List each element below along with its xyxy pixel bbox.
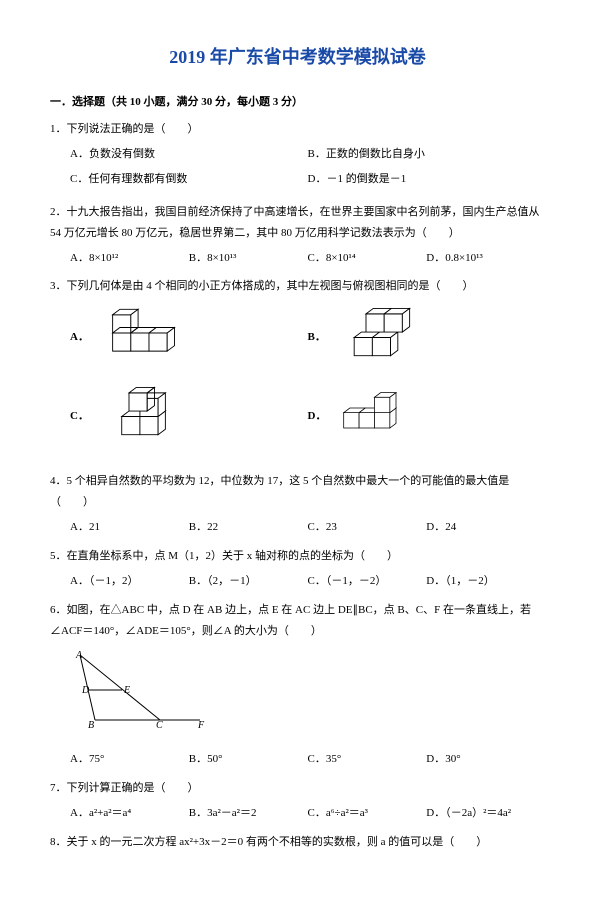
question-7: 7．下列计算正确的是（ ） A．a²+a²＝a⁴ B．3a²－a²＝2 C．a⁶… bbox=[50, 778, 545, 824]
q5-opt-d: D．（1，－2） bbox=[426, 571, 545, 592]
q2-opt-c: C．8×10¹⁴ bbox=[308, 248, 427, 269]
q6-opt-b: B．50° bbox=[189, 749, 308, 770]
q4-opt-b: B．22 bbox=[189, 517, 308, 538]
section-header: 一．选择题（共 10 小题，满分 30 分，每小题 3 分） bbox=[50, 92, 545, 113]
q3-text: 3．下列几何体是由 4 个相同的小正方体搭成的，其中左视图与俯视图相同的是（ ） bbox=[50, 276, 545, 297]
q4-opt-c: C．23 bbox=[308, 517, 427, 538]
q7-text: 7．下列计算正确的是（ ） bbox=[50, 778, 545, 799]
q5-opt-a: A．（－1，2） bbox=[70, 571, 189, 592]
q3-opt-c: C． bbox=[70, 384, 308, 449]
cube-figure-d bbox=[336, 384, 436, 449]
q8-text: 8．关于 x 的一元二次方程 ax²+3x－2＝0 有两个不相等的实数根，则 a… bbox=[50, 832, 545, 853]
question-3: 3．下列几何体是由 4 个相同的小正方体搭成的，其中左视图与俯视图相同的是（ ）… bbox=[50, 276, 545, 463]
question-6: 6．如图，在△ABC 中，点 D 在 AB 边上，点 E 在 AC 边上 DE∥… bbox=[50, 600, 545, 771]
q1-opt-c: C．任何有理数都有倒数 bbox=[70, 169, 308, 190]
q3-a-label: A． bbox=[70, 327, 89, 348]
q1-text: 1．下列说法正确的是（ ） bbox=[50, 119, 545, 140]
question-8: 8．关于 x 的一元二次方程 ax²+3x－2＝0 有两个不相等的实数根，则 a… bbox=[50, 832, 545, 853]
svg-text:F: F bbox=[197, 720, 205, 730]
q5-text: 5．在直角坐标系中，点 M（1，2）关于 x 轴对称的点的坐标为（ ） bbox=[50, 546, 545, 567]
q3-c-label: C． bbox=[70, 406, 89, 427]
q3-opt-a: A． bbox=[70, 305, 308, 370]
svg-text:A: A bbox=[75, 650, 83, 661]
cube-figure-c bbox=[99, 384, 199, 449]
q5-opt-b: B．（2，－1） bbox=[189, 571, 308, 592]
question-4: 4．5 个相异自然数的平均数为 12，中位数为 17，这 5 个自然数中最大一个… bbox=[50, 471, 545, 538]
triangle-figure: A D E B C F bbox=[70, 650, 220, 730]
q4-opt-d: D．24 bbox=[426, 517, 545, 538]
q1-opt-a: A．负数没有倒数 bbox=[70, 144, 308, 165]
q3-opt-d: D． bbox=[308, 384, 546, 449]
q2-opt-a: A．8×10¹² bbox=[70, 248, 189, 269]
q3-d-label: D． bbox=[308, 406, 327, 427]
q3-opt-b: B． bbox=[308, 305, 546, 370]
q6-opt-d: D．30° bbox=[426, 749, 545, 770]
question-2: 2．十九大报告指出，我国目前经济保持了中高速增长，在世界主要国家中名列前茅，国内… bbox=[50, 202, 545, 269]
q4-opt-a: A．21 bbox=[70, 517, 189, 538]
cube-figure-a bbox=[99, 305, 199, 370]
q2-text: 2．十九大报告指出，我国目前经济保持了中高速增长，在世界主要国家中名列前茅，国内… bbox=[50, 202, 545, 244]
question-1: 1．下列说法正确的是（ ） A．负数没有倒数 B．正数的倒数比自身小 C．任何有… bbox=[50, 119, 545, 194]
q7-opt-b: B．3a²－a²＝2 bbox=[189, 803, 308, 824]
svg-text:D: D bbox=[81, 685, 90, 696]
q1-opt-b: B．正数的倒数比自身小 bbox=[308, 144, 546, 165]
q1-opt-d: D．－1 的倒数是－1 bbox=[308, 169, 546, 190]
cube-figure-b bbox=[336, 305, 436, 370]
q5-opt-c: C．（－1，－2） bbox=[308, 571, 427, 592]
q3-b-label: B． bbox=[308, 327, 326, 348]
q6-text: 6．如图，在△ABC 中，点 D 在 AB 边上，点 E 在 AC 边上 DE∥… bbox=[50, 600, 545, 642]
q7-opt-d: D．（－2a）²＝4a² bbox=[426, 803, 545, 824]
q2-opt-d: D．0.8×10¹³ bbox=[426, 248, 545, 269]
q6-opt-a: A．75° bbox=[70, 749, 189, 770]
svg-text:E: E bbox=[123, 685, 130, 696]
q7-opt-a: A．a²+a²＝a⁴ bbox=[70, 803, 189, 824]
svg-text:B: B bbox=[88, 720, 94, 730]
q2-opt-b: B．8×10¹³ bbox=[189, 248, 308, 269]
question-5: 5．在直角坐标系中，点 M（1，2）关于 x 轴对称的点的坐标为（ ） A．（－… bbox=[50, 546, 545, 592]
svg-text:C: C bbox=[156, 720, 163, 730]
page-title: 2019 年广东省中考数学模拟试卷 bbox=[50, 40, 545, 74]
q7-opt-c: C．a⁶÷a²＝a³ bbox=[308, 803, 427, 824]
q6-opt-c: C．35° bbox=[308, 749, 427, 770]
q4-text: 4．5 个相异自然数的平均数为 12，中位数为 17，这 5 个自然数中最大一个… bbox=[50, 471, 545, 513]
